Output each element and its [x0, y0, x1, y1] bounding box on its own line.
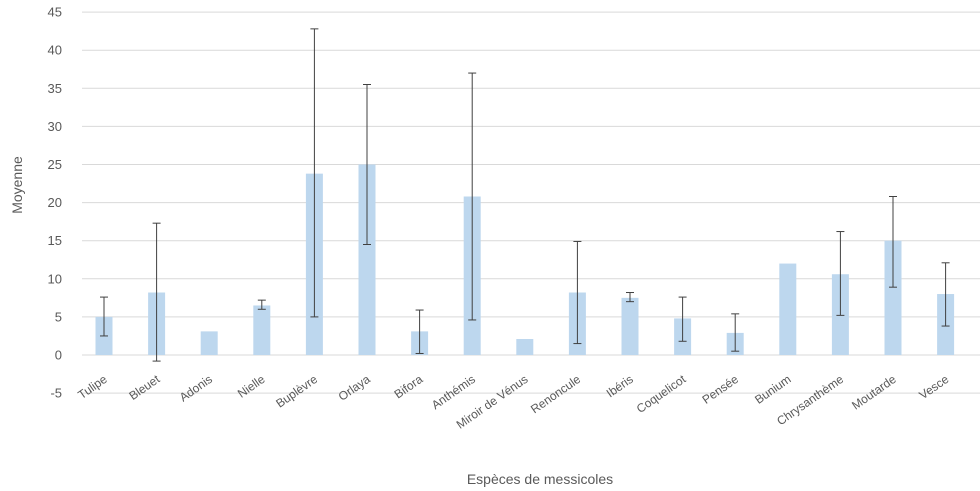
x-category-label: Bifora — [392, 372, 426, 402]
x-category-label: Renoncule — [528, 372, 583, 417]
bar — [516, 338, 534, 355]
y-tick-label: 30 — [48, 119, 62, 134]
bar — [253, 305, 271, 355]
x-category-label: Bunium — [752, 372, 793, 407]
bar — [779, 263, 797, 355]
x-axis-title: Espèces de messicoles — [467, 471, 613, 487]
y-tick-label: 5 — [55, 309, 62, 324]
x-category-label: Moutarde — [849, 372, 899, 413]
x-category-label: Tulipe — [75, 372, 110, 402]
gridlines — [82, 11, 980, 394]
y-tick-label: 45 — [48, 5, 62, 20]
x-category-label: Anthémis — [429, 372, 478, 412]
x-category-label: Buplèvre — [273, 372, 320, 411]
x-category-label: Nielle — [235, 372, 268, 401]
y-tick-label: 10 — [48, 271, 62, 286]
x-category-label: Orlaya — [336, 372, 373, 404]
x-category-label: Vesce — [917, 372, 952, 402]
y-tick-label: 20 — [48, 195, 62, 210]
y-tick-label: 0 — [55, 348, 62, 363]
y-tick-label: 40 — [48, 43, 62, 58]
bars — [95, 164, 955, 355]
y-axis-ticks: -5 0 5 10 15 20 25 30 35 40 45 — [48, 5, 62, 401]
y-tick-label: 35 — [48, 81, 62, 96]
bar — [200, 331, 218, 355]
x-category-label: Coquelicot — [634, 372, 689, 416]
y-tick-label: -5 — [50, 386, 62, 401]
y-tick-label: 25 — [48, 157, 62, 172]
bar — [621, 297, 639, 355]
bar — [884, 240, 902, 355]
y-axis-title: Moyenne — [9, 156, 25, 214]
x-category-label: Ibéris — [604, 372, 636, 400]
y-tick-label: 15 — [48, 233, 62, 248]
x-axis-category-labels: Tulipe Bleuet Adonis Nielle Buplèvre Orlaya Bi… — [75, 372, 951, 432]
x-category-label: Adonis — [177, 372, 215, 405]
x-category-label: Bleuet — [126, 372, 162, 403]
x-category-label: Pensée — [700, 372, 742, 407]
bar — [358, 164, 376, 355]
error-bars — [100, 28, 950, 362]
